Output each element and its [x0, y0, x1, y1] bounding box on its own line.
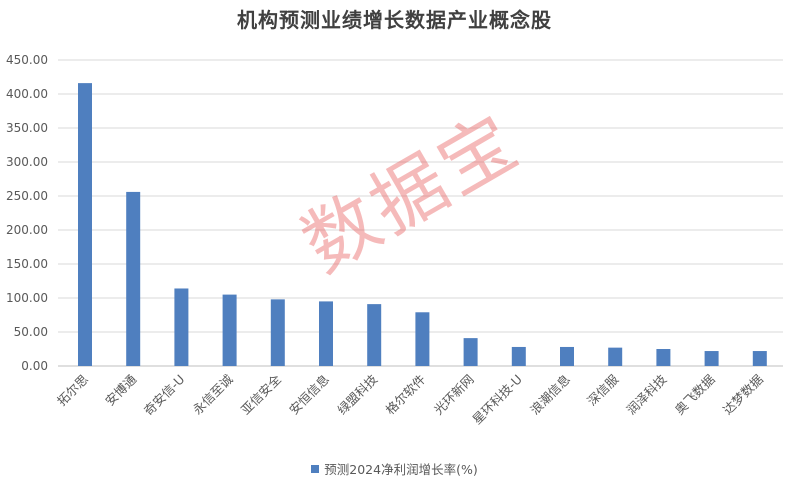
x-tick-label: 光环新网 — [431, 372, 477, 418]
bar — [270, 299, 285, 366]
x-tick-label: 格尔软件 — [383, 372, 429, 418]
x-tick-label: 深信服 — [584, 371, 621, 408]
bar — [319, 301, 333, 366]
bar — [78, 83, 92, 367]
bar — [126, 191, 141, 366]
x-tick-label: 奥飞数据 — [672, 372, 718, 418]
x-tick-label: 亚信安全 — [238, 371, 284, 417]
bars — [78, 83, 767, 367]
bar — [367, 304, 382, 366]
bar — [174, 288, 189, 366]
x-axis-ticks: 拓尔思 安博通 奇安信-U 永信至诚 亚信安全 安恒信息 绿盟科技 格尔软件 光环新网星环科技-… — [54, 371, 766, 427]
x-tick-label: 润泽科技 — [624, 371, 670, 417]
y-tick-label: 150.00 — [6, 257, 48, 271]
y-tick-label: 450.00 — [6, 53, 48, 67]
legend-swatch — [311, 464, 320, 473]
x-tick-label: 安恒信息 — [286, 372, 332, 418]
x-tick-label: 奇安信-U — [141, 372, 188, 419]
legend: 预测2024净利润增长率(%) — [0, 459, 789, 478]
y-tick-label: 400.00 — [6, 87, 48, 101]
bar — [463, 338, 478, 366]
bar — [560, 346, 574, 366]
y-axis-ticks: 0.00 50.00 100.00 150.00 200.00 250.00 300.00 3… — [6, 53, 48, 373]
x-tick-label: 拓尔思 — [54, 372, 91, 409]
bar — [608, 347, 623, 366]
y-tick-label: 300.00 — [6, 155, 48, 169]
y-tick-label: 200.00 — [6, 223, 48, 237]
y-tick-label: 100.00 — [6, 291, 48, 305]
x-tick-label: 安博通 — [102, 371, 139, 408]
bar — [511, 346, 526, 366]
y-tick-label: 350.00 — [6, 121, 48, 135]
x-tick-label: 绿盟科技 — [334, 371, 380, 417]
bar — [656, 349, 671, 366]
bar — [415, 312, 430, 366]
bar — [752, 351, 767, 366]
bar — [222, 294, 237, 366]
y-tick-label: 250.00 — [6, 189, 48, 203]
legend-label: 预测2024净利润增长率(%) — [324, 462, 478, 477]
y-tick-label: 0.00 — [21, 359, 48, 373]
x-tick-label: 永信至诚 — [190, 371, 236, 417]
x-tick-label: 星环科技-U — [469, 372, 525, 428]
bar — [704, 351, 719, 366]
x-tick-label: 浪潮信息 — [527, 372, 573, 418]
chart-title: 机构预测业绩增长数据产业概念股 — [237, 8, 552, 32]
x-tick-label: 达梦数据 — [720, 372, 766, 418]
y-tick-label: 50.00 — [14, 325, 48, 339]
